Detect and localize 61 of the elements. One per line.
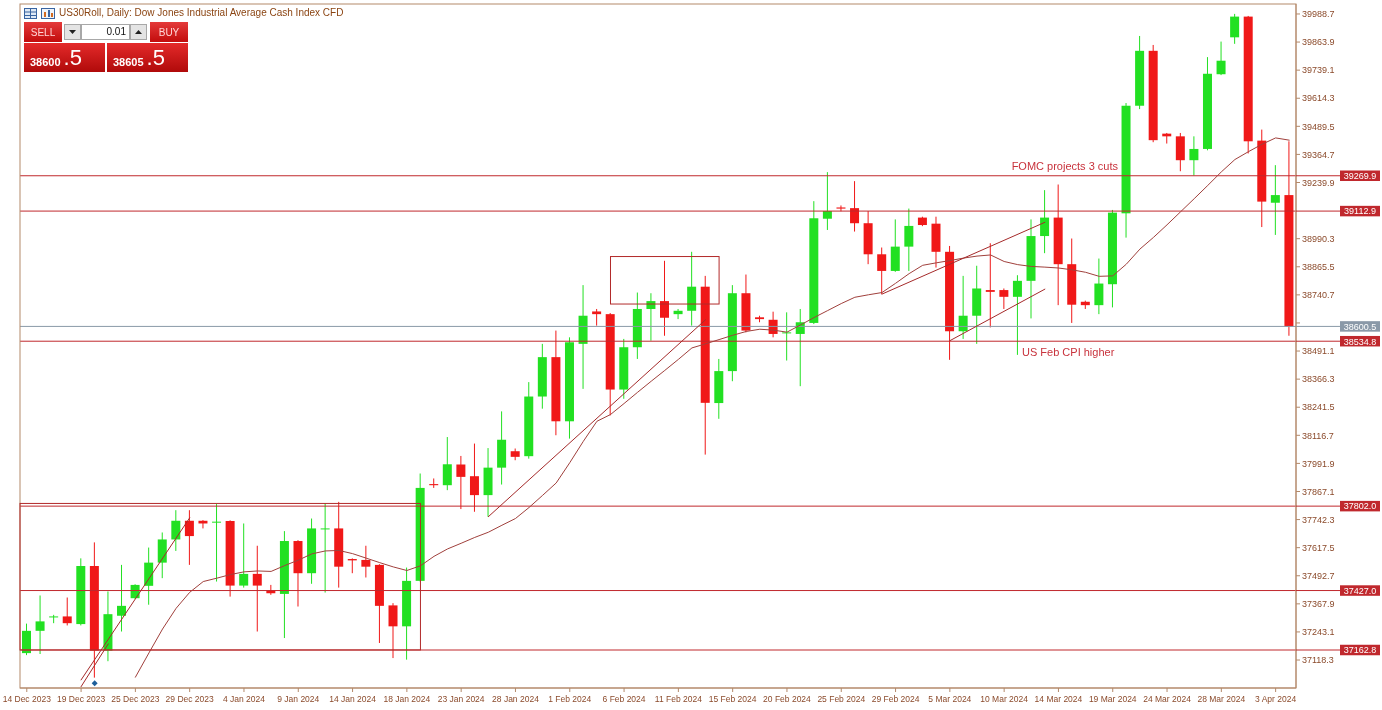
x-tick-label: 5 Mar 2024 bbox=[928, 694, 972, 704]
x-tick-label: 19 Dec 2023 bbox=[56, 694, 106, 704]
y-tick-label: 38241.5 bbox=[1302, 402, 1335, 413]
y-tick-label: 39739.1 bbox=[1302, 65, 1335, 76]
y-tick-label: 38865.5 bbox=[1302, 261, 1335, 272]
x-tick-label: 28 Mar 2024 bbox=[1197, 694, 1246, 704]
x-tick-label: 10 Mar 2024 bbox=[980, 694, 1029, 704]
ref-line-label: 38534.8 bbox=[1343, 336, 1377, 347]
x-tick-label: 25 Dec 2023 bbox=[111, 694, 160, 704]
y-tick-label: 37243.1 bbox=[1302, 627, 1335, 638]
x-tick-label: 19 Mar 2024 bbox=[1088, 694, 1137, 704]
ref-line-label: 39112.9 bbox=[1344, 206, 1376, 217]
ref-line-label: 37162.8 bbox=[1343, 645, 1377, 656]
y-tick-label: 38740.7 bbox=[1302, 290, 1335, 301]
x-tick-label: 14 Dec 2023 bbox=[2, 694, 52, 704]
y-tick-label: 37867.1 bbox=[1302, 486, 1335, 497]
y-tick-label: 37367.9 bbox=[1302, 599, 1335, 610]
x-tick-label: 4 Jan 2024 bbox=[222, 694, 266, 704]
x-tick-label: 14 Mar 2024 bbox=[1034, 694, 1083, 704]
ref-line-label: 39269.9 bbox=[1343, 171, 1377, 182]
x-tick-label: 14 Jan 2024 bbox=[329, 694, 377, 704]
x-tick-label: 29 Feb 2024 bbox=[871, 694, 920, 704]
x-tick-label: 9 Jan 2024 bbox=[277, 694, 320, 704]
x-tick-label: 18 Jan 2024 bbox=[383, 694, 431, 704]
annotation: BUY bbox=[150, 22, 188, 42]
annotation: 38600.5 bbox=[30, 45, 82, 70]
y-tick-label: 38366.3 bbox=[1302, 374, 1335, 385]
x-tick-label: 20 Feb 2024 bbox=[763, 694, 812, 704]
x-tick-label: 15 Feb 2024 bbox=[708, 694, 757, 704]
ref-line-label: 37427.0 bbox=[1343, 585, 1377, 596]
y-tick-label: 38491.1 bbox=[1302, 346, 1335, 357]
y-tick-label: 37742.3 bbox=[1302, 514, 1335, 525]
x-tick-label: 24 Mar 2024 bbox=[1143, 694, 1192, 704]
x-tick-label: 11 Feb 2024 bbox=[654, 694, 703, 704]
annotation: SELL bbox=[24, 22, 62, 42]
ref-line-label: 37802.0 bbox=[1343, 501, 1377, 512]
x-tick-label: 6 Feb 2024 bbox=[602, 694, 646, 704]
annotation: 0.01 bbox=[81, 24, 130, 40]
annotation: FOMC projects 3 cuts bbox=[1011, 160, 1119, 172]
y-tick-label: 37492.7 bbox=[1302, 570, 1335, 581]
chart-title: US30Roll, Daily: Dow Jones Industrial Average Cash Index CFD bbox=[59, 7, 344, 19]
y-tick-label: 38990.3 bbox=[1302, 233, 1335, 244]
ref-line-label: 38600.5 bbox=[1343, 321, 1377, 332]
y-tick-label: 39364.7 bbox=[1302, 149, 1335, 160]
x-tick-label: 28 Jan 2024 bbox=[492, 694, 540, 704]
y-tick-label: 39239.9 bbox=[1302, 177, 1335, 188]
x-tick-label: 25 Feb 2024 bbox=[817, 694, 866, 704]
y-tick-label: 37991.9 bbox=[1302, 458, 1335, 469]
y-tick-label: 38116.7 bbox=[1302, 430, 1334, 441]
annotation: 38605.5 bbox=[113, 45, 165, 70]
y-tick-label: 37617.5 bbox=[1302, 542, 1335, 553]
y-tick-label: 39863.9 bbox=[1302, 37, 1335, 48]
y-tick-label: 39988.7 bbox=[1302, 9, 1335, 20]
y-tick-label: 37118.3 bbox=[1302, 655, 1334, 666]
x-tick-label: 3 Apr 2024 bbox=[1255, 694, 1297, 704]
y-tick-label: 39489.5 bbox=[1302, 121, 1335, 132]
annotation: US Feb CPI higher bbox=[1022, 346, 1115, 358]
y-tick-label: 39614.3 bbox=[1302, 93, 1335, 104]
x-tick-label: 1 Feb 2024 bbox=[548, 694, 592, 704]
x-tick-label: 23 Jan 2024 bbox=[437, 694, 485, 704]
x-tick-label: 29 Dec 2023 bbox=[165, 694, 215, 704]
